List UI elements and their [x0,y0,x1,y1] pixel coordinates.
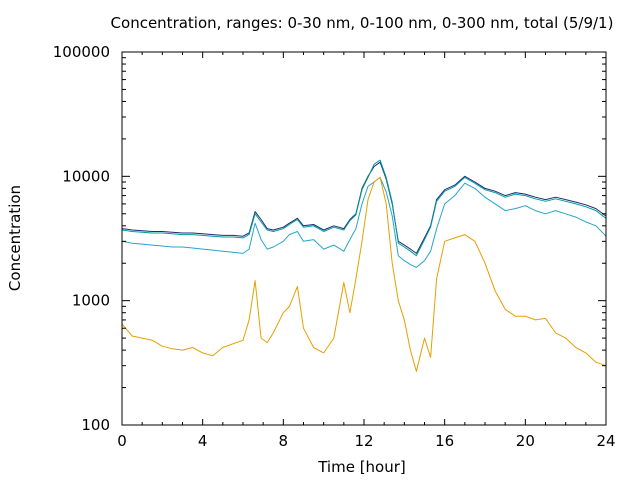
x-tick-label: 16 [435,432,454,450]
x-tick-label: 0 [117,432,127,450]
x-tick-label: 8 [279,432,289,450]
x-tick-label: 4 [198,432,208,450]
plot-lines [121,159,607,372]
x-tick-label: 12 [354,432,373,450]
y-tick-label: 1000 [72,292,110,310]
chart-title: Concentration, ranges: 0-30 nm, 0-100 nm… [111,14,614,32]
y-tick-label: 100000 [53,43,110,61]
series-line-2 [121,159,607,257]
x-tick-label: 24 [596,432,615,450]
y-axis-label: Concentration [6,185,24,291]
y-tick-label: 10000 [62,167,110,185]
plot-frame [121,51,607,426]
series-line-3 [121,176,607,268]
x-axis: 0 4 8 12 16 20 24 [117,52,616,450]
y-tick-label: 100 [81,416,110,434]
series-line-1 [121,161,607,254]
x-axis-label: Time [hour] [317,458,406,476]
x-tick-label: 20 [516,432,535,450]
y-axis: 100 1000 10000 100000 [53,43,606,434]
series-line-4 [121,176,607,372]
